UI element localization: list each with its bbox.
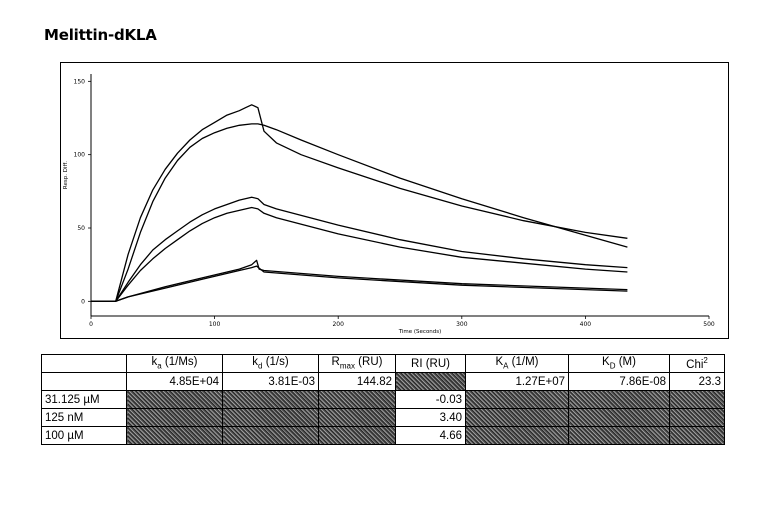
y-tick-label: 0 (81, 298, 85, 305)
masked-cell (466, 427, 569, 445)
chart-title: Melittin-dKLA (44, 26, 157, 44)
masked-cell (223, 427, 319, 445)
table-row: 125 nM 3.40 (42, 409, 725, 427)
header-ri: RI (RU) (396, 355, 466, 373)
masked-cell (670, 391, 725, 409)
value-ri: 3.40 (396, 409, 466, 427)
x-axis-label: Time (Seconds) (398, 329, 442, 335)
y-tick-label: 100 (74, 152, 86, 159)
y-axis-label: Resp. Diff. (63, 161, 69, 189)
masked-cell (319, 409, 396, 427)
table-row: 100 µM 4.66 (42, 427, 725, 445)
header-kd: kd (1/s) (223, 355, 319, 373)
value-ri: 4.66 (396, 427, 466, 445)
x-tick-label: 300 (456, 321, 468, 328)
y-tick-label: 50 (77, 225, 85, 232)
value-ka: 4.85E+04 (127, 373, 223, 391)
series-line-2 (91, 124, 627, 301)
table-row: 4.85E+04 3.81E-03 144.82 1.27E+07 7.86E-… (42, 373, 725, 391)
masked-cell (569, 409, 670, 427)
masked-cell (466, 391, 569, 409)
value-kd: 3.81E-03 (223, 373, 319, 391)
row-label: 100 µM (42, 427, 127, 445)
masked-cell (319, 391, 396, 409)
global-row-label (42, 373, 127, 391)
masked-cell (319, 427, 396, 445)
masked-cell (223, 391, 319, 409)
header-cell-empty (42, 355, 127, 373)
masked-cell (127, 391, 223, 409)
masked-cell (127, 427, 223, 445)
masked-cell (127, 409, 223, 427)
header-ka: ka (1/Ms) (127, 355, 223, 373)
masked-cell (466, 409, 569, 427)
masked-cell (670, 409, 725, 427)
x-tick-label: 500 (703, 321, 715, 328)
masked-cell (569, 391, 670, 409)
header-KD: KD (M) (569, 355, 670, 373)
row-label: 125 nM (42, 409, 127, 427)
series-line-1 (91, 105, 627, 301)
x-tick-label: 200 (332, 321, 344, 328)
header-chi2: Chi2 (670, 355, 725, 373)
row-label: 31.125 µM (42, 391, 127, 409)
header-rmax: Rmax (RU) (319, 355, 396, 373)
masked-cell (670, 427, 725, 445)
masked-cell (569, 427, 670, 445)
series-layer (91, 105, 627, 302)
series-line-5 (91, 260, 627, 301)
masked-cell (396, 373, 466, 391)
value-KD: 7.86E-08 (569, 373, 670, 391)
x-tick-label: 100 (209, 321, 221, 328)
header-KA: KA (1/M) (466, 355, 569, 373)
sensorgram-chart: 0 50 100 150 0 100 200 300 400 500 Time (Seconds)… (60, 62, 729, 339)
series-line-6 (91, 266, 627, 301)
kinetics-table: ka (1/Ms) kd (1/s) Rmax (RU) RI (RU) KA … (41, 354, 725, 445)
masked-cell (223, 409, 319, 427)
y-tick-label: 150 (74, 78, 86, 85)
value-KA: 1.27E+07 (466, 373, 569, 391)
value-ri: -0.03 (396, 391, 466, 409)
x-tick-label: 400 (580, 321, 592, 328)
table-row: 31.125 µM -0.03 (42, 391, 725, 409)
value-chi2: 23.3 (670, 373, 725, 391)
value-rmax: 144.82 (319, 373, 396, 391)
x-tick-label: 0 (89, 321, 93, 328)
table-header-row: ka (1/Ms) kd (1/s) Rmax (RU) RI (RU) KA … (42, 355, 725, 373)
